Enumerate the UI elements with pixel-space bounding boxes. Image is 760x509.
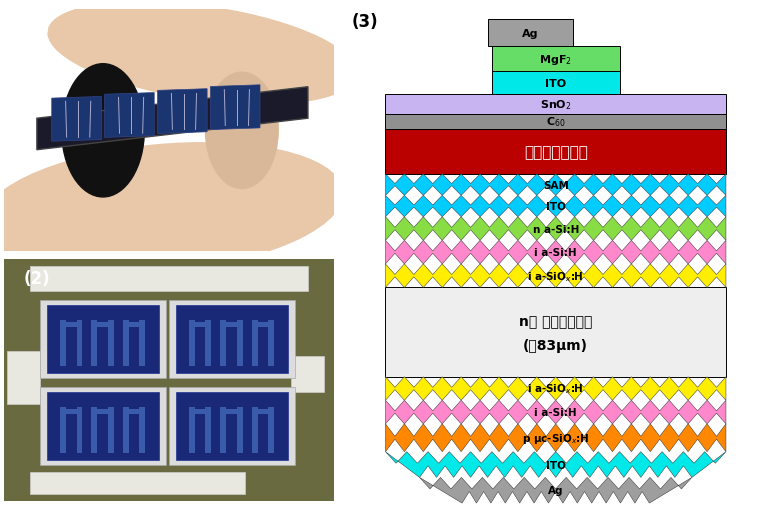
- Text: SAM: SAM: [543, 180, 568, 190]
- Polygon shape: [385, 196, 726, 217]
- Bar: [205, 407, 211, 453]
- Bar: [108, 320, 114, 366]
- Bar: [77, 320, 83, 366]
- Bar: [60, 407, 66, 453]
- Polygon shape: [105, 93, 154, 138]
- Bar: [176, 305, 288, 373]
- Bar: [237, 320, 243, 366]
- Bar: [123, 409, 145, 414]
- Text: C$_{60}$: C$_{60}$: [546, 115, 565, 129]
- Ellipse shape: [0, 144, 343, 273]
- Bar: [492, 47, 619, 72]
- Bar: [220, 322, 243, 327]
- Bar: [176, 392, 288, 460]
- Bar: [47, 392, 159, 460]
- Bar: [139, 320, 145, 366]
- Text: i a-Si:H: i a-Si:H: [534, 407, 577, 417]
- Bar: [189, 409, 211, 414]
- Bar: [91, 320, 97, 366]
- Bar: [385, 95, 726, 115]
- Bar: [252, 409, 274, 414]
- Bar: [237, 407, 243, 453]
- Bar: [169, 301, 295, 378]
- Bar: [385, 288, 726, 377]
- Text: MgF$_2$: MgF$_2$: [540, 52, 572, 67]
- Text: n型 結晶シリコン: n型 結晶シリコン: [519, 315, 592, 329]
- Polygon shape: [211, 86, 260, 130]
- Polygon shape: [52, 97, 101, 142]
- Text: i a-SiO$_x$:H: i a-SiO$_x$:H: [527, 382, 584, 395]
- Polygon shape: [385, 175, 726, 196]
- Bar: [7, 351, 40, 405]
- Bar: [252, 407, 258, 453]
- Bar: [220, 407, 226, 453]
- Bar: [488, 20, 573, 47]
- Bar: [385, 115, 726, 130]
- Bar: [385, 130, 726, 175]
- Bar: [77, 407, 83, 453]
- Text: SnO$_2$: SnO$_2$: [540, 98, 572, 112]
- Bar: [139, 407, 145, 453]
- Text: ITO: ITO: [546, 460, 565, 470]
- Text: Ag: Ag: [548, 485, 563, 495]
- Bar: [189, 407, 195, 453]
- Bar: [220, 409, 243, 414]
- Polygon shape: [157, 90, 207, 134]
- Bar: [91, 409, 114, 414]
- Text: (1): (1): [24, 20, 50, 38]
- Bar: [252, 322, 274, 327]
- Polygon shape: [385, 241, 726, 264]
- Bar: [30, 472, 245, 494]
- Ellipse shape: [48, 3, 356, 104]
- Bar: [123, 407, 128, 453]
- Text: Ag: Ag: [522, 29, 538, 39]
- Bar: [252, 320, 258, 366]
- Polygon shape: [385, 401, 726, 424]
- Polygon shape: [385, 217, 726, 241]
- Text: n a-Si:H: n a-Si:H: [533, 224, 579, 234]
- Polygon shape: [385, 424, 726, 452]
- Bar: [268, 320, 274, 366]
- Bar: [189, 320, 195, 366]
- Bar: [60, 409, 83, 414]
- Polygon shape: [385, 377, 726, 401]
- Ellipse shape: [62, 65, 144, 197]
- Text: ペロブスカイト: ペロブスカイト: [524, 145, 587, 160]
- Bar: [205, 320, 211, 366]
- Text: (～83μm): (～83μm): [523, 339, 588, 353]
- Bar: [40, 388, 166, 465]
- Bar: [91, 407, 97, 453]
- Bar: [220, 320, 226, 366]
- Text: ITO: ITO: [546, 202, 565, 212]
- Bar: [123, 322, 145, 327]
- Bar: [47, 305, 159, 373]
- Bar: [492, 72, 619, 95]
- Bar: [169, 388, 295, 465]
- Bar: [108, 407, 114, 453]
- Bar: [30, 267, 308, 291]
- Bar: [189, 322, 211, 327]
- Text: i a-Si:H: i a-Si:H: [534, 247, 577, 258]
- Text: (3): (3): [351, 13, 378, 31]
- Polygon shape: [385, 452, 726, 477]
- Bar: [40, 301, 166, 378]
- Bar: [91, 322, 114, 327]
- Polygon shape: [36, 88, 308, 151]
- Text: i a-SiO$_x$:H: i a-SiO$_x$:H: [527, 269, 584, 283]
- Ellipse shape: [205, 73, 278, 189]
- Text: ITO: ITO: [545, 79, 566, 89]
- Text: (2): (2): [24, 269, 50, 287]
- Polygon shape: [420, 477, 692, 503]
- Bar: [60, 320, 66, 366]
- Bar: [268, 407, 274, 453]
- Bar: [60, 322, 83, 327]
- Bar: [291, 356, 325, 392]
- Polygon shape: [385, 264, 726, 288]
- Bar: [123, 320, 128, 366]
- Text: p μc-SiO$_x$:H: p μc-SiO$_x$:H: [522, 431, 589, 445]
